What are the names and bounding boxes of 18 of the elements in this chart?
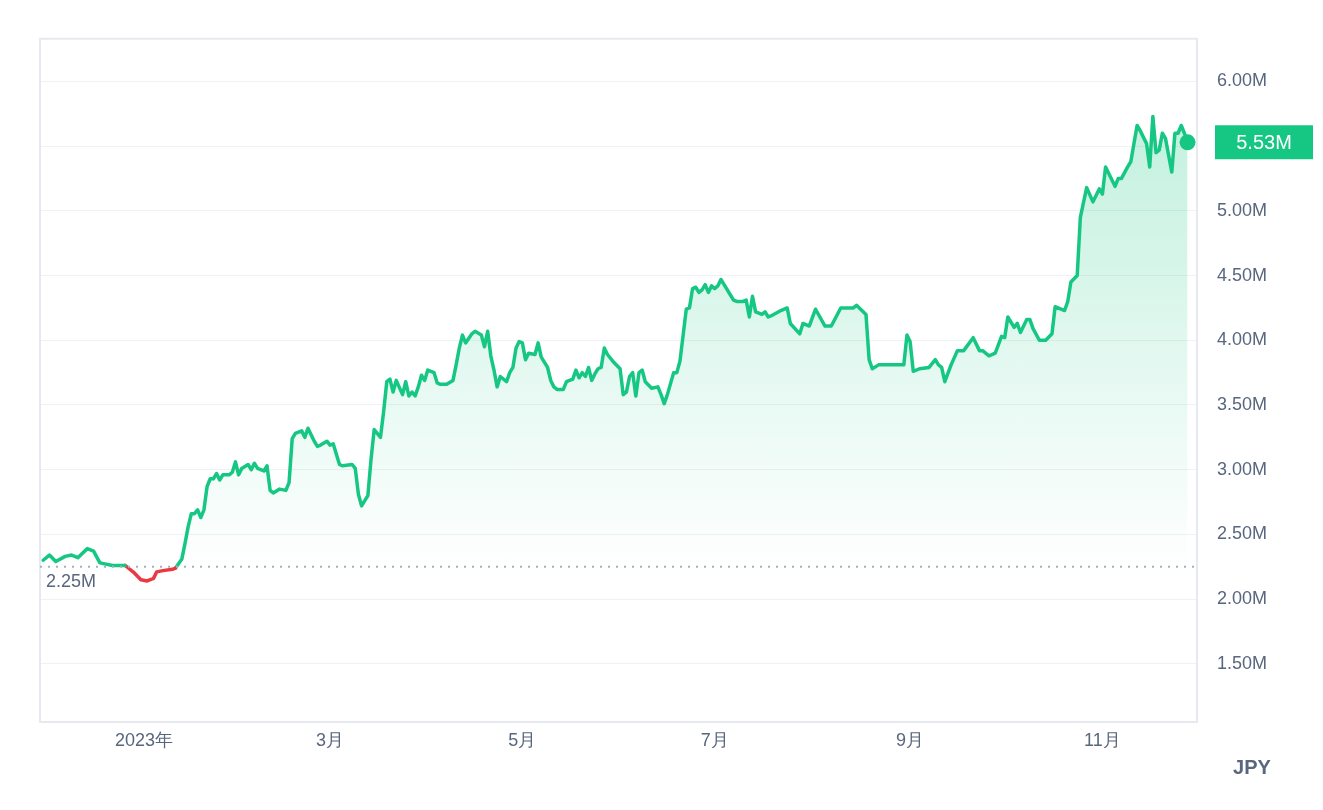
y-tick-label: 2.00M <box>1217 588 1268 609</box>
y-tick-label: 2.50M <box>1217 523 1268 544</box>
x-tick-label: 7月 <box>700 729 729 750</box>
y-tick-label: 4.00M <box>1217 329 1268 350</box>
y-tick-label: 3.50M <box>1217 393 1268 414</box>
x-tick-label: 9月 <box>896 729 925 750</box>
x-tick-label: 3月 <box>316 729 345 750</box>
y-tick-label: 5.00M <box>1217 199 1268 220</box>
y-tick-label: 4.50M <box>1217 264 1268 285</box>
y-tick-label: 1.50M <box>1217 652 1268 673</box>
ref-line-label: 2.25M <box>46 570 97 591</box>
x-tick-label: 11月 <box>1084 729 1121 750</box>
annotation: 5.53M <box>1236 130 1292 153</box>
x-tick-label: 5月 <box>508 729 537 750</box>
x-tick-label: 2023年 <box>115 729 174 750</box>
y-tick-label: 3.00M <box>1217 458 1268 479</box>
text: JPY <box>1233 755 1272 778</box>
y-tick-label: 6.00M <box>1217 70 1268 91</box>
